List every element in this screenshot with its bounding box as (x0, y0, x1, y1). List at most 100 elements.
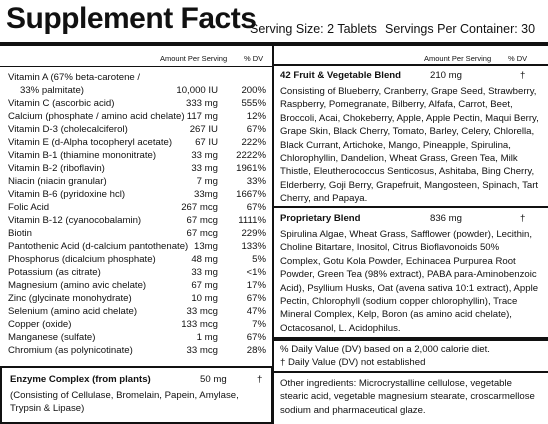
enzyme-amount: 50 mg (200, 374, 227, 385)
nutrient-amount: 267 mcg (181, 202, 218, 213)
rule (274, 64, 548, 66)
nutrient-name: Vitamin E (d-Alpha tocopheryl acetate) (8, 137, 173, 148)
column-divider (272, 42, 274, 424)
nutrient-dv: 133% (241, 241, 266, 252)
blend-mark: † (520, 70, 526, 81)
nutrient-row: Vitamin B-6 (pyridoxine hcl) 33mg 1667% (8, 189, 266, 202)
nutrient-name: Vitamin B-1 (thiamine mononitrate) (8, 150, 157, 161)
nutrient-row: Folic Acid 267 mcg 67% (8, 202, 266, 215)
blend-amount: 210 mg (430, 70, 462, 81)
enzyme-description: (Consisting of Cellulase, Bromelain, Pap… (10, 390, 239, 415)
footnote: % Daily Value (DV) based on a 2,000 calo… (280, 344, 490, 355)
amount-header: Amount Per Serving (424, 54, 492, 63)
nutrient-amount: 67 mcg (186, 228, 218, 239)
thick-rule (0, 42, 548, 46)
nutrient-dv: 28% (246, 345, 266, 356)
nutrient-dv: <1% (246, 267, 266, 278)
nutrient-row: Potassium (as citrate) 33 mg <1% (8, 267, 266, 280)
nutrient-amount: 33mg (194, 189, 218, 200)
nutrient-name: Biotin (8, 228, 32, 239)
nutrient-row: Selenium (amino acid chelate) 33 mcg 47% (8, 306, 266, 319)
nutrient-dv: 1111% (238, 215, 266, 226)
amount-header: Amount Per Serving (160, 54, 228, 63)
serving-size: Serving Size: 2 Tablets (250, 22, 377, 36)
nutrient-amount: 67 mcg (186, 215, 218, 226)
other-ingredients: Other ingredients: Microcrystalline cell… (280, 378, 535, 416)
nutrient-dv: 33% (246, 176, 266, 187)
nutrient-dv: 67% (246, 124, 266, 135)
nutrient-amount: 117 mg (186, 111, 218, 122)
nutrient-name: Niacin (niacin granular) (8, 176, 107, 187)
nutrient-name: Folic Acid (8, 202, 50, 213)
nutrient-name: Vitamin B-12 (cyanocobalamin) (8, 215, 142, 226)
blend-1: 42 Fruit & Vegetable Blend 210 mg † Cons… (280, 70, 542, 206)
dv-header: % DV (508, 54, 528, 63)
nutrient-name: Vitamin B-6 (pyridoxine hcl) (8, 189, 126, 200)
nutrient-row: Vitamin A (67% beta-carotene / 33% palmit… (8, 72, 266, 98)
nutrient-name: Magnesium (amino avic chelate) (8, 280, 147, 291)
nutrient-amount: 133 mcg (181, 319, 218, 330)
nutrient-amount: 33 mg (191, 267, 218, 278)
nutrient-dv: 2222% (236, 150, 266, 161)
nutrient-row: Chromium (as polynicotinate) 33 mcg 28% (8, 345, 266, 358)
nutrient-dv: 7% (252, 319, 266, 330)
title: Supplement Facts (6, 2, 257, 35)
nutrient-name: Calcium (phosphate / amino acid chelate) (8, 111, 185, 122)
nutrient-dv: 67% (246, 202, 266, 213)
nutrient-dv: 222% (241, 137, 266, 148)
nutrient-row: Vitamin D-3 (cholecalciferol) 267 IU 67% (8, 124, 266, 137)
nutrient-row: Biotin 67 mcg 229% (8, 228, 266, 241)
blend-description: Spirulina Algae, Wheat Grass, Safflower … (280, 229, 539, 334)
nutrient-amount: 67 mg (191, 280, 218, 291)
nutrient-amount: 10 mg (191, 293, 218, 304)
nutrient-row: Zinc (glycinate monohydrate) 10 mg 67% (8, 293, 266, 306)
nutrient-dv: 1667% (236, 189, 266, 200)
nutrient-name: Vitamin B-2 (riboflavin) (8, 163, 105, 174)
nutrient-name: Zinc (glycinate monohydrate) (8, 293, 132, 304)
nutrient-row: Vitamin B-12 (cyanocobalamin) 67 mcg 1111% (8, 215, 266, 228)
nutrient-amount: 48 mg (191, 254, 218, 265)
nutrient-name: Potassium (as citrate) (8, 267, 101, 278)
rule (274, 206, 548, 208)
nutrient-dv: 229% (241, 228, 266, 239)
nutrient-dv: 5% (252, 254, 266, 265)
nutrient-row: Calcium (phosphate / amino acid chelate)… (8, 111, 266, 124)
nutrient-amount: 7 mg (196, 176, 218, 187)
nutrient-row: Niacin (niacin granular) 7 mg 33% (8, 176, 266, 189)
nutrient-row: Magnesium (amino avic chelate) 67 mg 17% (8, 280, 266, 293)
nutrient-row: Copper (oxide) 133 mcg 7% (8, 319, 266, 332)
blend-mark: † (520, 213, 526, 224)
nutrient-name: Vitamin A (67% beta-carotene / (8, 72, 141, 83)
servings-per-container: Servings Per Container: 30 (385, 22, 536, 36)
nutrient-amount: 33 mcg (186, 306, 218, 317)
nutrient-row: Pantothenic Acid (d-calcium pantothenate… (8, 241, 266, 254)
nutrient-name: Vitamin D-3 (cholecalciferol) (8, 124, 128, 135)
rule (274, 371, 548, 373)
nutrient-amount: 267 IU (189, 124, 218, 135)
nutrient-amount: 33 mcg (186, 345, 218, 356)
blend-amount: 836 mg (430, 213, 462, 224)
nutrient-amount: 10,000 IU (176, 85, 218, 96)
nutrient-amount: 33 mg (191, 150, 218, 161)
enzyme-name: Enzyme Complex (from plants) (10, 374, 151, 385)
blend-description: Consisting of Blueberry, Cranberry, Grap… (280, 86, 539, 205)
nutrient-name: Chromium (as polynicotinate) (8, 345, 133, 356)
nutrient-row: Vitamin C (ascorbic acid) 333 mg 555% (8, 98, 266, 111)
nutrient-amount: 333 mg (186, 98, 218, 109)
thick-rule (274, 337, 548, 341)
nutrient-amount: 1 mg (196, 332, 218, 343)
nutrient-dv: 47% (246, 306, 266, 317)
nutrient-dv: 17% (246, 280, 266, 291)
nutrient-row: Vitamin B-2 (riboflavin) 33 mg 1961% (8, 163, 266, 176)
enzyme-mark: † (257, 374, 263, 385)
nutrient-dv: 555% (241, 98, 266, 109)
nutrient-dv: 67% (246, 332, 266, 343)
nutrient-row: Manganese (sulfate) 1 mg 67% (8, 332, 266, 345)
nutrient-dv: 1961% (236, 163, 266, 174)
nutrient-name-cont: 33% palmitate) (20, 85, 84, 96)
nutrient-row: Phosphorus (dicalcium phosphate) 48 mg 5% (8, 254, 266, 267)
nutrient-dv: 200% (241, 85, 266, 96)
nutrient-amount: 67 IU (195, 137, 218, 148)
footnote: † Daily Value (DV) not established (280, 357, 426, 368)
